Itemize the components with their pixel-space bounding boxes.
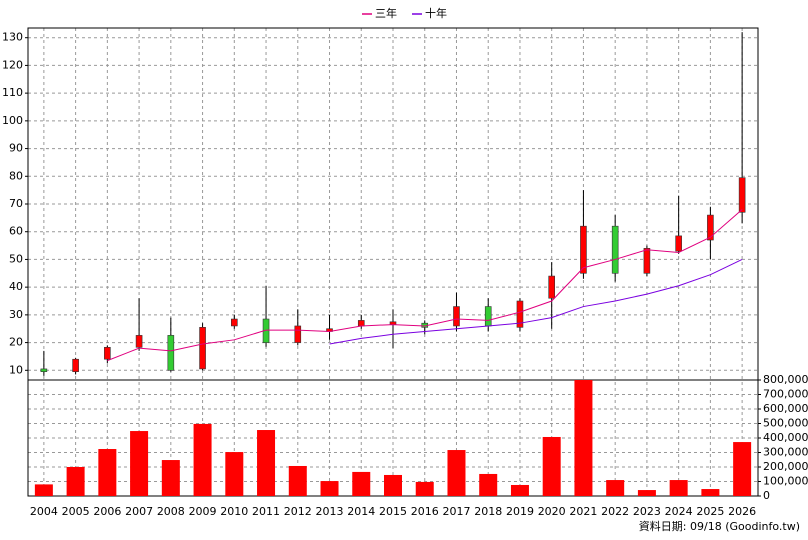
volume-bar [574,380,593,496]
y-tick-label: 100 [2,114,23,127]
x-tick-label: 2021 [569,505,597,518]
x-tick-label: 2008 [157,505,185,518]
y2-tick-label: 300,000 [763,446,808,459]
y-tick-label: 80 [9,169,23,182]
y2-tick-label: 600,000 [763,402,808,415]
candle-body [548,275,555,299]
candle-body [104,346,111,360]
candle-body [231,318,238,327]
volume-bar [225,452,244,496]
y2-tick-label: 800,000 [763,373,808,386]
candle-body [453,306,460,327]
x-tick-label: 2007 [125,505,153,518]
y-tick-label: 30 [9,308,23,321]
x-tick-label: 2019 [506,505,534,518]
volume-bar [606,480,625,496]
x-tick-label: 2025 [696,505,724,518]
volume-bar [98,449,117,496]
x-tick-label: 2004 [30,505,58,518]
candle-body [199,327,206,370]
y-tick-label: 70 [9,197,23,210]
volume-bar [288,465,307,496]
x-tick-label: 2016 [411,505,439,518]
candle-body [580,225,587,274]
source-note: 資料日期: 09/18 (Goodinfo.tw) [639,519,800,533]
ma-line [107,209,743,362]
x-tick-label: 2024 [665,505,693,518]
y-tick-label: 110 [2,86,23,99]
candle-body [738,177,746,213]
candle-body [675,235,682,252]
x-tick-label: 2017 [442,505,470,518]
candle-body [167,335,175,371]
x-tick-label: 2014 [347,505,375,518]
volume-bar [510,484,529,496]
volume-bar [415,481,434,496]
y2-tick-label: 400,000 [763,431,808,444]
x-tick-label: 2015 [379,505,407,518]
y2-tick-label: 200,000 [763,460,808,473]
y-tick-label: 20 [9,336,23,349]
volume-bar [257,430,276,496]
candle-body [707,214,714,241]
volume-bar [161,460,180,496]
volume-bar [669,480,688,496]
x-tick-label: 2013 [316,505,344,518]
candle-body [135,335,143,348]
volume-bar [384,474,402,496]
volume-bar [733,442,752,496]
volume-bar [352,471,371,496]
x-tick-label: 2011 [252,505,280,518]
volume-bar [701,489,720,496]
candle-body [72,358,79,372]
candle-body [357,320,365,327]
y2-tick-label: 100,000 [763,475,808,488]
candle-body [516,300,524,328]
legend-label: 三年 [375,6,397,20]
candle-body [484,306,492,327]
ma-line [329,258,743,345]
y-tick-label: 120 [2,58,23,71]
legend-label: 十年 [425,6,447,20]
x-tick-label: 2010 [220,505,248,518]
x-tick-label: 2012 [284,505,312,518]
volume-bar [66,467,85,496]
y-tick-label: 50 [9,252,23,265]
x-tick-label: 2006 [93,505,121,518]
volume-bar [479,473,498,496]
y2-tick-label: 0 [763,489,770,502]
y-tick-label: 40 [9,280,23,293]
x-tick-label: 2020 [538,505,566,518]
y-tick-label: 60 [9,225,23,238]
y-tick-label: 10 [9,363,23,376]
x-tick-label: 2009 [189,505,217,518]
candle-body [611,225,619,274]
y-tick-label: 90 [9,142,23,155]
y2-tick-label: 500,000 [763,417,808,430]
candle-body [294,325,302,343]
candle-body [643,248,651,274]
x-tick-label: 2022 [601,505,629,518]
x-tick-label: 2023 [633,505,661,518]
volume-bar [320,481,339,496]
x-tick-label: 2026 [728,505,756,518]
candle-body [40,368,48,372]
volume-bar [130,431,149,496]
y2-tick-label: 700,000 [763,388,808,401]
volume-bar [193,423,212,496]
volume-bar [447,450,466,496]
x-tick-label: 2018 [474,505,502,518]
volume-bar [637,490,656,496]
x-tick-label: 2005 [62,505,90,518]
volume-bar [542,436,561,496]
y-tick-label: 130 [2,31,23,44]
volume-bar [34,484,53,496]
